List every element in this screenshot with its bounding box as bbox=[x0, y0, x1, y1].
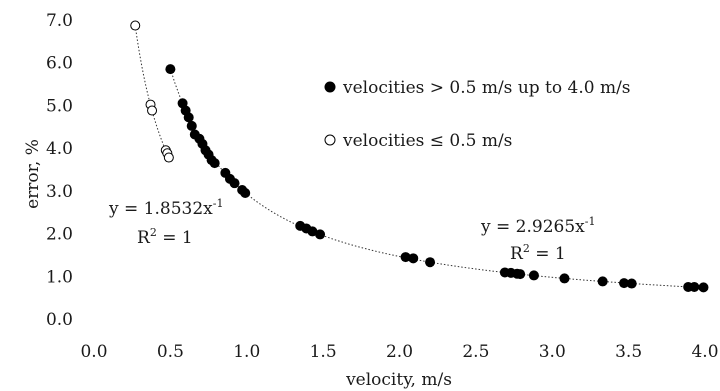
y-tick-label: 0.0 bbox=[46, 310, 73, 330]
data-point-filled bbox=[408, 253, 419, 264]
equation-text: y = 1.8532x bbox=[108, 199, 213, 219]
data-point-filled bbox=[209, 158, 220, 169]
r2-exponent: 2 bbox=[150, 226, 157, 239]
trendlines bbox=[134, 22, 706, 289]
y-axis-ticks: 0.0 1.0 2.0 3.0 4.0 5.0 6.0 7.0 bbox=[46, 11, 73, 330]
r2-base: R bbox=[510, 244, 524, 264]
data-point-filled bbox=[698, 282, 709, 293]
svg-text:y = 1.8532x-1: y = 1.8532x-1 bbox=[108, 197, 223, 219]
x-axis-label: velocity, m/s bbox=[345, 370, 452, 390]
x-tick-label: 2.0 bbox=[386, 342, 413, 362]
y-tick-label: 5.0 bbox=[46, 96, 73, 116]
trendline bbox=[169, 68, 706, 289]
data-point-filled bbox=[165, 64, 176, 75]
r2-value: = 1 bbox=[530, 244, 566, 264]
r2-value: = 1 bbox=[157, 228, 193, 248]
x-tick-label: 3.5 bbox=[615, 342, 642, 362]
data-point-filled bbox=[315, 229, 326, 240]
data-point-filled bbox=[619, 278, 630, 289]
trendline bbox=[134, 22, 171, 161]
data-point-filled bbox=[597, 276, 608, 287]
r2-exponent: 2 bbox=[523, 242, 530, 255]
svg-text:R2 = 1: R2 = 1 bbox=[137, 226, 193, 248]
data-point-filled bbox=[559, 273, 570, 284]
legend-label-high: velocities > 0.5 m/s up to 4.0 m/s bbox=[342, 78, 631, 98]
data-point-filled bbox=[626, 278, 637, 289]
y-tick-label: 7.0 bbox=[46, 11, 73, 31]
y-axis-label: error, % bbox=[23, 139, 43, 209]
equation-text: y = 2.9265x bbox=[480, 217, 585, 237]
data-point-filled bbox=[183, 112, 194, 123]
y-tick-label: 4.0 bbox=[46, 139, 73, 159]
y-tick-label: 6.0 bbox=[46, 54, 73, 74]
y-tick-label: 2.0 bbox=[46, 225, 73, 245]
x-tick-label: 0.5 bbox=[157, 342, 184, 362]
data-point-open bbox=[147, 105, 158, 116]
x-tick-label: 2.5 bbox=[462, 342, 489, 362]
equation-exponent: -1 bbox=[585, 215, 596, 228]
data-point-filled bbox=[515, 269, 526, 280]
x-tick-label: 1.5 bbox=[310, 342, 337, 362]
data-point-open bbox=[163, 152, 174, 163]
trendline-equation-high: y = 2.9265x-1 R2 = 1 bbox=[480, 215, 595, 264]
data-point-filled bbox=[307, 226, 318, 237]
data-point-filled bbox=[528, 270, 539, 281]
legend: velocities > 0.5 m/s up to 4.0 m/s veloc… bbox=[324, 78, 631, 151]
legend-marker-open bbox=[324, 134, 336, 146]
x-tick-label: 3.0 bbox=[539, 342, 566, 362]
data-point-filled bbox=[689, 281, 700, 292]
data-point-filled bbox=[400, 252, 411, 263]
y-tick-label: 1.0 bbox=[46, 267, 73, 287]
data-point-filled bbox=[229, 178, 240, 189]
x-axis-ticks: 0.0 0.5 1.0 1.5 2.0 2.5 3.0 3.5 4.0 bbox=[80, 342, 718, 362]
x-tick-label: 4.0 bbox=[691, 342, 718, 362]
data-point-open bbox=[130, 20, 141, 31]
data-point-filled bbox=[186, 120, 197, 131]
data-point-filled bbox=[240, 187, 251, 198]
trendline-equation-low: y = 1.8532x-1 R2 = 1 bbox=[108, 197, 223, 248]
svg-text:y = 2.9265x-1: y = 2.9265x-1 bbox=[480, 215, 595, 237]
x-tick-label: 0.0 bbox=[80, 342, 107, 362]
equation-exponent: -1 bbox=[213, 197, 224, 210]
x-tick-label: 1.0 bbox=[233, 342, 260, 362]
y-tick-label: 3.0 bbox=[46, 182, 73, 202]
data-point-filled bbox=[425, 257, 436, 268]
data-points bbox=[130, 20, 709, 293]
legend-marker-filled bbox=[324, 81, 336, 93]
r2-base: R bbox=[137, 228, 151, 248]
legend-label-low: velocities ≤ 0.5 m/s bbox=[342, 131, 512, 151]
svg-text:R2 = 1: R2 = 1 bbox=[510, 242, 566, 264]
